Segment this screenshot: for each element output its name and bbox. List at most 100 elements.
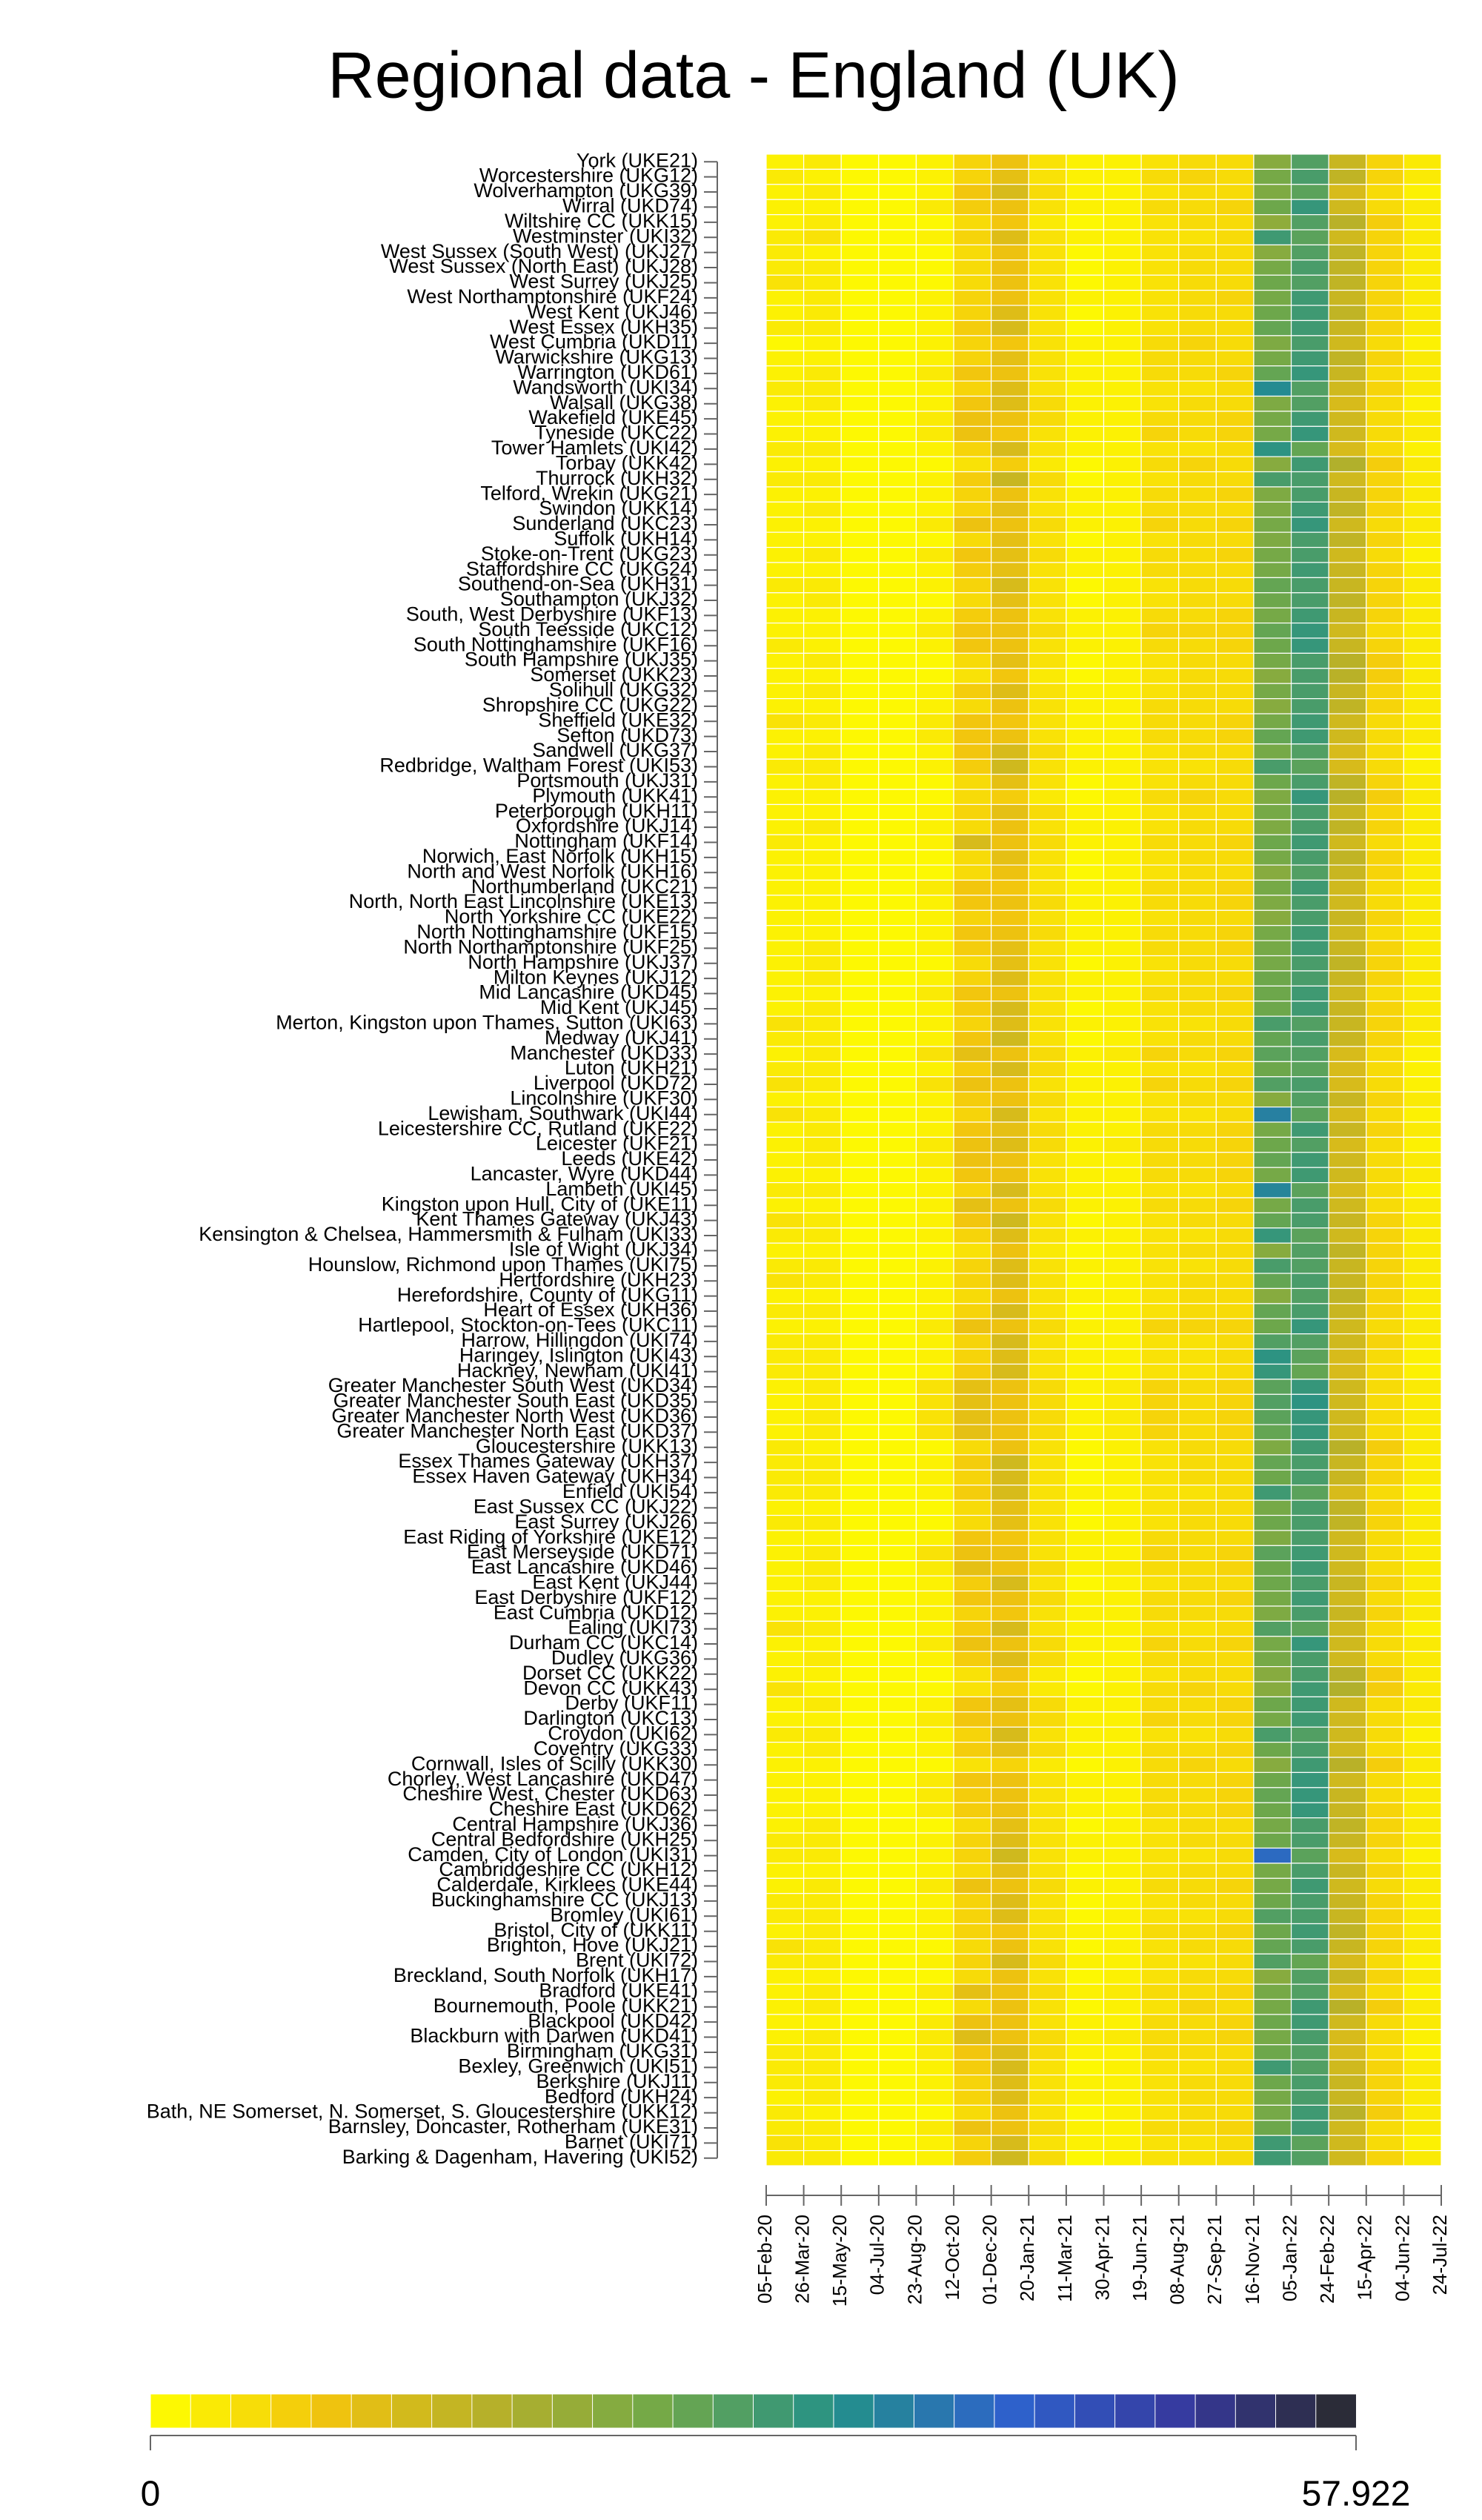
cell: [1366, 501, 1404, 518]
cell: [1290, 1091, 1329, 1108]
cell: [765, 1757, 805, 1774]
cell: [1366, 1424, 1404, 1441]
cell: [1103, 486, 1142, 503]
cell: [1253, 1303, 1292, 1319]
cell: [915, 1938, 954, 1954]
cell: [953, 985, 992, 1002]
cell: [1140, 607, 1180, 624]
cell: [1253, 1545, 1292, 1562]
cell: [915, 1333, 954, 1350]
cell: [765, 501, 805, 518]
cell: [765, 425, 805, 442]
cell: [803, 168, 842, 185]
cell: [1253, 1227, 1292, 1244]
cell: [1290, 1893, 1329, 1909]
cell: [953, 350, 992, 367]
y-tick-label: Cornwall, Isles of Scilly (UKK30): [411, 1752, 698, 1774]
cell: [1403, 652, 1442, 669]
cell: [803, 229, 842, 246]
cell: [1366, 1379, 1404, 1395]
cell: [1328, 849, 1367, 866]
cell: [953, 652, 992, 669]
cell: [1253, 1001, 1292, 1017]
cell: [1066, 637, 1105, 654]
cell: [1140, 1530, 1180, 1546]
cell: [1253, 1030, 1292, 1047]
cell: [1103, 501, 1142, 518]
cell: [1328, 985, 1367, 1002]
cell: [953, 1001, 992, 1017]
cell: [840, 1242, 880, 1259]
cell: [840, 2029, 880, 2046]
cell: [840, 546, 880, 563]
cell: [878, 1439, 917, 1456]
cell: [1253, 1590, 1292, 1607]
cell: [1253, 909, 1292, 926]
cell: [915, 1893, 954, 1909]
cell: [1403, 1832, 1442, 1849]
cell: [840, 698, 880, 714]
cell: [1103, 592, 1142, 609]
cell: [878, 1908, 917, 1925]
x-tick-label: 05-Feb-20: [754, 2215, 776, 2304]
cell: [1140, 1182, 1180, 1198]
cell: [1253, 970, 1292, 987]
cell: [991, 1121, 1029, 1138]
cell: [1103, 184, 1142, 200]
cell: [840, 1076, 880, 1092]
y-tick-label: Shropshire CC (UKG22): [482, 694, 698, 716]
cell: [1328, 774, 1367, 790]
cell: [1103, 1409, 1142, 1425]
cell: [1403, 1514, 1442, 1531]
cell: [953, 2149, 992, 2166]
y-tick-label: Sandwell (UKG37): [532, 739, 698, 761]
cell: [1366, 1802, 1404, 1819]
cell: [1140, 2044, 1180, 2060]
cell: [840, 2089, 880, 2106]
cell: [840, 970, 880, 987]
cell: [1328, 1136, 1367, 1153]
cell: [1328, 1273, 1367, 1290]
colorbar-block: [632, 2393, 674, 2429]
cell: [1253, 985, 1292, 1002]
cell: [1178, 199, 1217, 216]
cell: [803, 1167, 842, 1184]
cell: [1253, 652, 1292, 669]
cell: [840, 1061, 880, 1078]
cell: [1028, 1787, 1067, 1803]
cell: [1028, 879, 1067, 896]
cell: [840, 1379, 880, 1395]
cell: [878, 1863, 917, 1879]
cell: [953, 819, 992, 835]
cell: [1366, 925, 1404, 941]
cell: [1066, 1182, 1105, 1198]
cell: [1178, 819, 1217, 835]
cell: [1290, 1469, 1329, 1486]
cell: [1066, 425, 1105, 442]
cell: [1253, 411, 1292, 427]
y-tick-label: West Kent (UKJ46): [527, 300, 698, 322]
cell: [803, 2059, 842, 2076]
cell: [1290, 274, 1329, 291]
cell: [1328, 713, 1367, 730]
cell: [1103, 1908, 1142, 1925]
cell: [1103, 819, 1142, 835]
cell: [991, 1711, 1029, 1728]
y-tick-label: Bradford (UKE41): [539, 1979, 698, 2001]
y-tick-label: West Cumbria (UKD11): [490, 331, 698, 353]
cell: [1028, 1998, 1067, 2015]
cell: [1366, 1923, 1404, 1940]
cell: [953, 2089, 992, 2106]
cell: [1366, 955, 1404, 972]
cell: [1028, 1636, 1067, 1652]
cell: [1140, 1636, 1180, 1652]
cell: [991, 2059, 1029, 2076]
cell: [1215, 592, 1255, 609]
cell: [1103, 471, 1142, 488]
cell: [1366, 562, 1404, 578]
cell: [878, 637, 917, 654]
cell: [1328, 592, 1367, 609]
cell: [991, 849, 1029, 866]
cell: [878, 562, 917, 578]
cell: [1066, 184, 1105, 200]
